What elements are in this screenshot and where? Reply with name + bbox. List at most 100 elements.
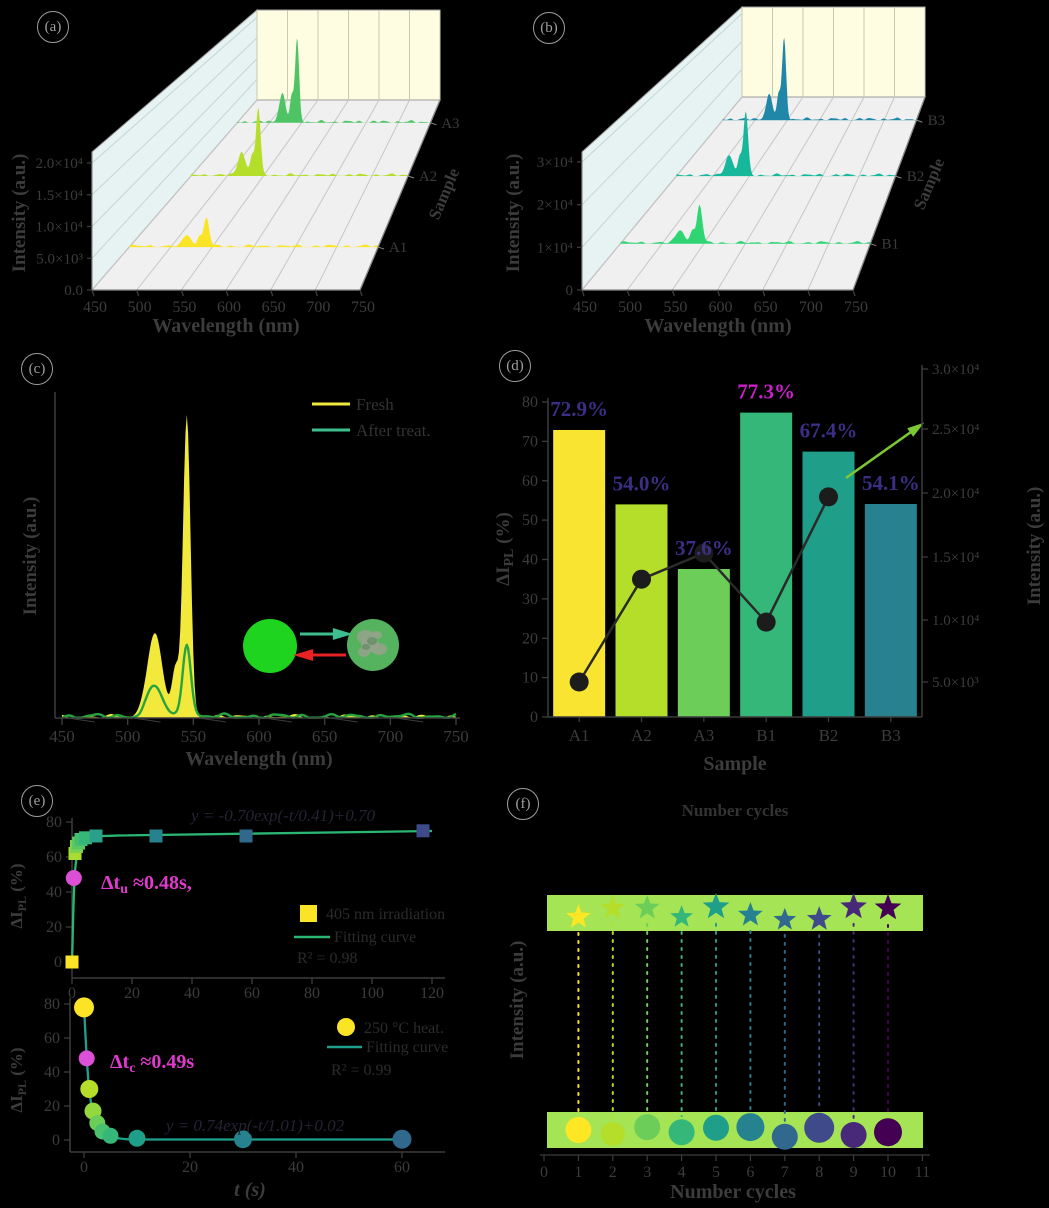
panel-label-e: (e) — [21, 785, 53, 817]
cycle-circle-4 — [668, 1119, 695, 1146]
x-tick-label: 40 — [288, 1159, 304, 1176]
x-tick-label: 11 — [915, 1164, 930, 1181]
x-tick-label: 600 — [709, 299, 733, 316]
x-tick-label: 500 — [128, 299, 152, 316]
y-axis-title-top: ΔIPL (%) — [7, 863, 29, 928]
x-tick-label: 450 — [49, 727, 75, 746]
panel-c-spectrum-plot: 450 500 550 600 650 700 750 Wavelength (nm) Inte… — [20, 392, 469, 770]
left-tick-label: 70 — [522, 433, 538, 450]
response-time-annotation-top: Δtu ≈0.48s, — [101, 872, 192, 897]
panel-d-bar-line-plot: 72.9% A1 54.0% A2 37.6% A3 77.3% B1 67.4% B2 54.1%… — [493, 362, 1045, 775]
y-tick-label: 1.0×10⁴ — [36, 220, 83, 236]
y-tick-label: 2.0×10⁴ — [36, 156, 83, 172]
cycle-circle-9 — [840, 1122, 867, 1148]
x-axis-title: Sample — [703, 753, 766, 775]
category-label-B2: B2 — [819, 726, 839, 745]
bar-B1 — [740, 412, 793, 717]
panel-c-inset-reversibility — [243, 619, 399, 673]
panel-f-cycling-plot: 0 1 2 3 4 5 6 7 8 9 10 11 Number cycles Number cycles… — [507, 801, 930, 1203]
x-tick-label: 2 — [609, 1164, 617, 1181]
z-tick-label-B3: B3 — [928, 113, 946, 129]
y-tick-label: 20 — [44, 1098, 60, 1115]
cycle-circle-7 — [771, 1123, 798, 1150]
x-tick-label: 700 — [799, 299, 823, 316]
x-axis-title: Wavelength (nm) — [152, 315, 299, 337]
y-tick-label: 80 — [44, 996, 60, 1013]
legend-label-heat: 250 °C heat. — [364, 1020, 444, 1037]
inset-left-circle — [243, 619, 297, 673]
y-tick-label: 1×10⁴ — [537, 240, 573, 256]
x-tick-label: 4 — [678, 1164, 686, 1181]
y-axis-title: Intensity (a.u.) — [20, 497, 41, 616]
x-tick-label: 600 — [246, 727, 272, 746]
bar-value-label-A3: 37.6% — [675, 536, 733, 560]
x-tick-label: 5 — [712, 1164, 720, 1181]
category-label-B1: B1 — [756, 726, 776, 745]
left-y-axis-title: ΔIPL (%) — [493, 512, 517, 586]
x-tick-label: 120 — [420, 985, 444, 1002]
cycle-circle-3 — [634, 1114, 661, 1141]
x-axis-title: t (s) — [234, 1179, 266, 1201]
legend-label-fitting-top: Fitting curve — [334, 929, 416, 946]
left-tick-label: 60 — [522, 473, 538, 490]
panel-a-waterfall-3d-plot: A3 A2 A1 450 500 550 600 650 700 750 0.0 5.0×10³ 1.0… — [9, 8, 463, 337]
legend-label-fresh: Fresh — [356, 395, 394, 414]
category-label-B3: B3 — [881, 726, 901, 745]
x-tick-label: 650 — [754, 299, 778, 316]
x-axis-title: Number cycles — [670, 1181, 796, 1203]
bar-B3 — [864, 504, 917, 717]
r-squared-bottom: R² = 0.99 — [331, 1062, 392, 1079]
x-axis-title: Wavelength (nm) — [644, 315, 791, 337]
panel-label-a: (a) — [37, 11, 69, 43]
high-state-band — [547, 895, 923, 931]
panel-label-f: (f) — [507, 788, 539, 820]
cycle-circle-8 — [804, 1112, 835, 1143]
x-tick-label: 3 — [643, 1164, 651, 1181]
panel-f-top-text: Number cycles — [682, 801, 789, 820]
left-tick-label: 20 — [522, 630, 538, 647]
right-y-axis-title: Intensity (a.u.) — [1024, 487, 1045, 606]
x-axis-title: Wavelength (nm) — [185, 748, 332, 770]
y-tick-label: 5.0×10³ — [36, 251, 83, 267]
z-tick-label-A1: A1 — [389, 240, 407, 256]
x-tick-label: 550 — [181, 727, 207, 746]
x-tick-label: 700 — [306, 299, 330, 316]
bar-value-label-B3: 54.1% — [862, 471, 920, 495]
x-tick-label: 600 — [217, 299, 241, 316]
y-tick-label: 80 — [46, 814, 62, 831]
x-tick-label: 40 — [184, 985, 200, 1002]
y-tick-label: 1.5×10⁴ — [36, 188, 83, 204]
legend-label-after-treat: After treat. — [356, 421, 431, 440]
y-tick-label: 0.0 — [64, 283, 83, 299]
panel-b-waterfall-3d-plot: B3 B2 B1 450 500 550 600 650 700 750 0 1×10⁴ 2×10⁴ 3×… — [503, 5, 948, 337]
y-tick-label: 60 — [44, 1030, 60, 1047]
cycle-circle-5 — [703, 1114, 729, 1141]
panel-label-c: (c) — [21, 353, 53, 385]
x-tick-label: 750 — [351, 299, 375, 316]
x-tick-label: 100 — [360, 985, 384, 1002]
r-squared-top: R² = 0.98 — [297, 950, 358, 967]
x-tick-label: 0 — [68, 985, 76, 1002]
left-tick-label: 30 — [522, 591, 538, 608]
y-axis-title-bottom: ΔIPL (%) — [7, 1047, 29, 1112]
y-tick-label: 0 — [54, 954, 62, 971]
y-tick-label: 2×10⁴ — [537, 198, 573, 214]
x-tick-label: 450 — [83, 299, 107, 316]
x-tick-label: 750 — [443, 727, 469, 746]
right-tick-label: 3.0×10⁴ — [932, 362, 979, 378]
cycle-circle-10 — [874, 1118, 902, 1147]
cycle-circle-6 — [736, 1113, 765, 1142]
right-tick-label: 1.0×10⁴ — [932, 613, 979, 629]
x-tick-label: 9 — [850, 1164, 858, 1181]
panel-label-b: (b) — [533, 12, 565, 44]
x-tick-label: 20 — [182, 1159, 198, 1176]
x-tick-label: 550 — [172, 299, 196, 316]
x-tick-label: 6 — [746, 1164, 754, 1181]
left-tick-label: 50 — [522, 512, 538, 529]
y-tick-label: 40 — [44, 1064, 60, 1081]
bar-value-label-A2: 54.0% — [613, 471, 671, 495]
fit-equation-top: y = -0.70exp(-t/0.41)+0.70 — [189, 806, 375, 825]
x-tick-label: 450 — [573, 299, 597, 316]
category-label-A2: A2 — [631, 726, 652, 745]
x-tick-label: 1 — [574, 1164, 582, 1181]
